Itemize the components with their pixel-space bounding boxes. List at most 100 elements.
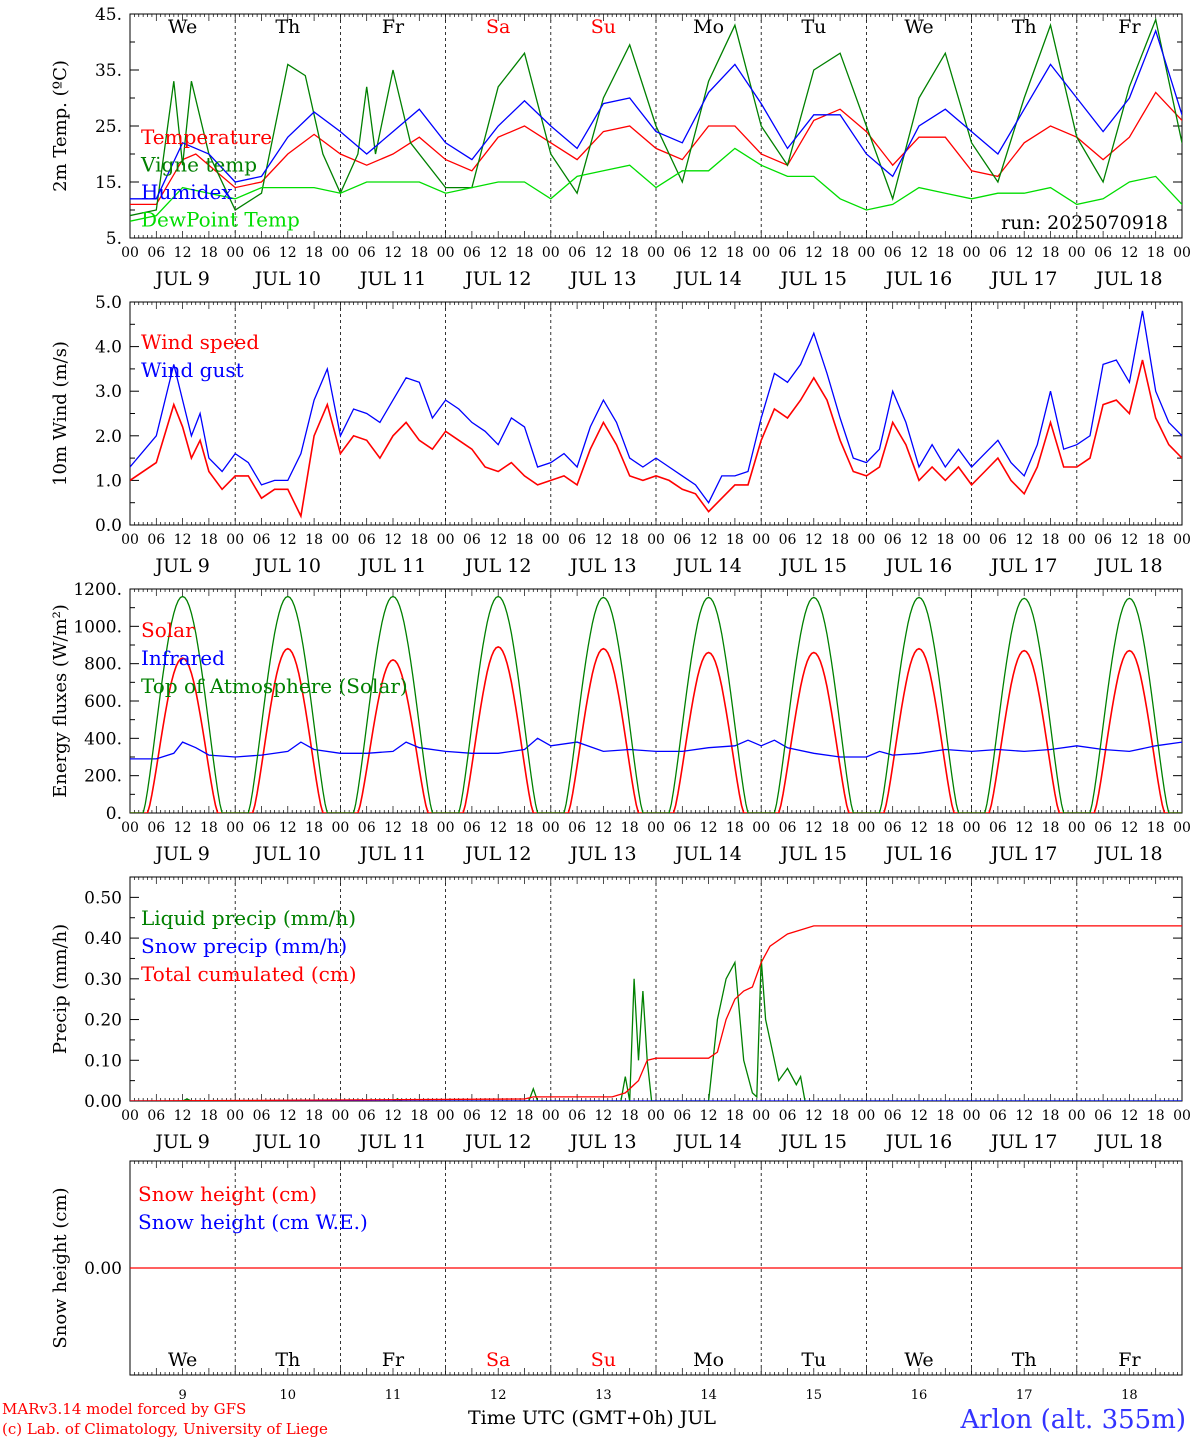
hour-label: 00 — [647, 245, 665, 261]
day-number-label: 12 — [490, 1388, 507, 1403]
hour-label: 06 — [358, 532, 376, 548]
hour-label: 12 — [384, 532, 402, 548]
hour-label: 12 — [1015, 532, 1033, 548]
hour-label: 00 — [647, 532, 665, 548]
weekday-label: Th — [1012, 1349, 1037, 1371]
hour-label: 18 — [831, 532, 849, 548]
y-tick-label: 0.30 — [84, 970, 122, 990]
weekday-label: We — [904, 1349, 933, 1371]
y-tick-label: 3.0 — [95, 382, 122, 402]
hour-label: 06 — [568, 532, 586, 548]
hour-label: 06 — [253, 532, 271, 548]
hour-label: 12 — [910, 245, 928, 261]
y-tick-label: 25. — [95, 117, 122, 137]
hour-label: 18 — [516, 532, 534, 548]
hour-label: 06 — [463, 820, 481, 836]
hour-label: 18 — [1147, 1108, 1165, 1124]
date-label: JUL 16 — [884, 843, 952, 865]
hour-label: 00 — [226, 1108, 244, 1124]
series-group — [130, 595, 1182, 813]
hour-label: 00 — [857, 820, 875, 836]
weekday-label: Th — [275, 1349, 300, 1371]
date-label: JUL 13 — [568, 843, 636, 865]
date-label: JUL 13 — [568, 555, 636, 577]
y-tick-label: 400. — [84, 729, 122, 749]
hour-label: 12 — [384, 245, 402, 261]
hour-label: 12 — [1015, 820, 1033, 836]
date-label: JUL 18 — [1094, 268, 1162, 290]
series-line-wind-gust — [130, 310, 1182, 504]
date-label: JUL 15 — [779, 268, 847, 290]
hour-label: 06 — [568, 245, 586, 261]
weekday-label: We — [168, 16, 197, 38]
hour-label: 12 — [174, 1108, 192, 1124]
date-label: JUL 14 — [673, 1131, 741, 1153]
y-tick-label: 5.0 — [95, 293, 122, 313]
day-number-label: 14 — [700, 1388, 717, 1403]
date-label: JUL 9 — [153, 843, 209, 865]
hour-label: 00 — [857, 245, 875, 261]
day-number-label: 18 — [1121, 1388, 1138, 1403]
weekday-label: We — [168, 1349, 197, 1371]
hour-label: 18 — [621, 1108, 639, 1124]
hour-label: 00 — [1068, 820, 1086, 836]
hour-label: 18 — [726, 820, 744, 836]
hour-label: 18 — [726, 245, 744, 261]
panel-5: 0.00 Snow height (cm) We 9 Th 10 Fr 11 Sa 12 Su 13 M… — [50, 1160, 1183, 1403]
hour-label: 12 — [279, 245, 297, 261]
hour-label: 12 — [1120, 245, 1138, 261]
hour-label: 18 — [621, 245, 639, 261]
date-label: JUL 12 — [463, 268, 531, 290]
date-label: JUL 18 — [1094, 843, 1162, 865]
x-axis-title: Time UTC (GMT+0h) JUL — [468, 1407, 716, 1429]
hour-label: 12 — [805, 532, 823, 548]
series-line-liquid-precip-mm-h- — [130, 958, 1182, 1101]
hour-label: 12 — [489, 820, 507, 836]
weekday-label: Sa — [486, 16, 510, 38]
day-number-label: 10 — [280, 1388, 297, 1403]
hour-label: 18 — [1147, 532, 1165, 548]
hour-label: 18 — [621, 820, 639, 836]
hour-label: 00 — [963, 532, 981, 548]
hour-label: 00 — [121, 820, 139, 836]
y-tick-label: 0.40 — [84, 929, 122, 949]
hour-label: 18 — [831, 245, 849, 261]
hour-label: 12 — [700, 820, 718, 836]
hour-label: 06 — [1094, 245, 1112, 261]
hour-label: 18 — [516, 820, 534, 836]
date-label: JUL 9 — [153, 555, 209, 577]
date-label: JUL 16 — [884, 1131, 952, 1153]
footer-lab-line: (c) Lab. of Climatology, University of L… — [2, 1420, 328, 1438]
hour-label: 06 — [147, 820, 165, 836]
hour-label: 18 — [726, 532, 744, 548]
hour-label: 06 — [147, 532, 165, 548]
hour-label: 06 — [358, 1108, 376, 1124]
legend-entry: Liquid precip (mm/h) — [141, 906, 356, 930]
hour-label: 06 — [673, 532, 691, 548]
hour-label: 06 — [779, 245, 797, 261]
date-label: JUL 10 — [253, 1131, 321, 1153]
series-line-total-cumulated-cm- — [130, 925, 1182, 1101]
panel-4: 0.00 0.10 0.20 0.30 0.40 0.50 Precip (mm/h) 00 0… — [50, 876, 1191, 1153]
weekday-label: Tu — [801, 1349, 826, 1371]
hour-label: 18 — [410, 532, 428, 548]
hour-label: 06 — [463, 1108, 481, 1124]
date-label: JUL 12 — [463, 843, 531, 865]
weekday-label: Th — [275, 16, 300, 38]
date-label: JUL 15 — [779, 555, 847, 577]
hour-label: 00 — [437, 245, 455, 261]
legend-entry: Top of Atmosphere (Solar) — [141, 674, 408, 698]
date-label: JUL 18 — [1094, 555, 1162, 577]
series-line-wind-speed — [130, 359, 1182, 519]
hour-label: 00 — [752, 532, 770, 548]
hour-label: 18 — [1042, 245, 1060, 261]
date-label: JUL 11 — [358, 555, 426, 577]
legend-entry: Snow height (cm) — [138, 1182, 317, 1206]
y-axis-label: Precip (mm/h) — [50, 924, 71, 1054]
weekday-label: Th — [1012, 16, 1037, 38]
hour-label: 00 — [542, 1108, 560, 1124]
weekday-label: Mo — [693, 16, 724, 38]
day-number-label: 11 — [385, 1388, 402, 1403]
hour-label: 06 — [358, 245, 376, 261]
